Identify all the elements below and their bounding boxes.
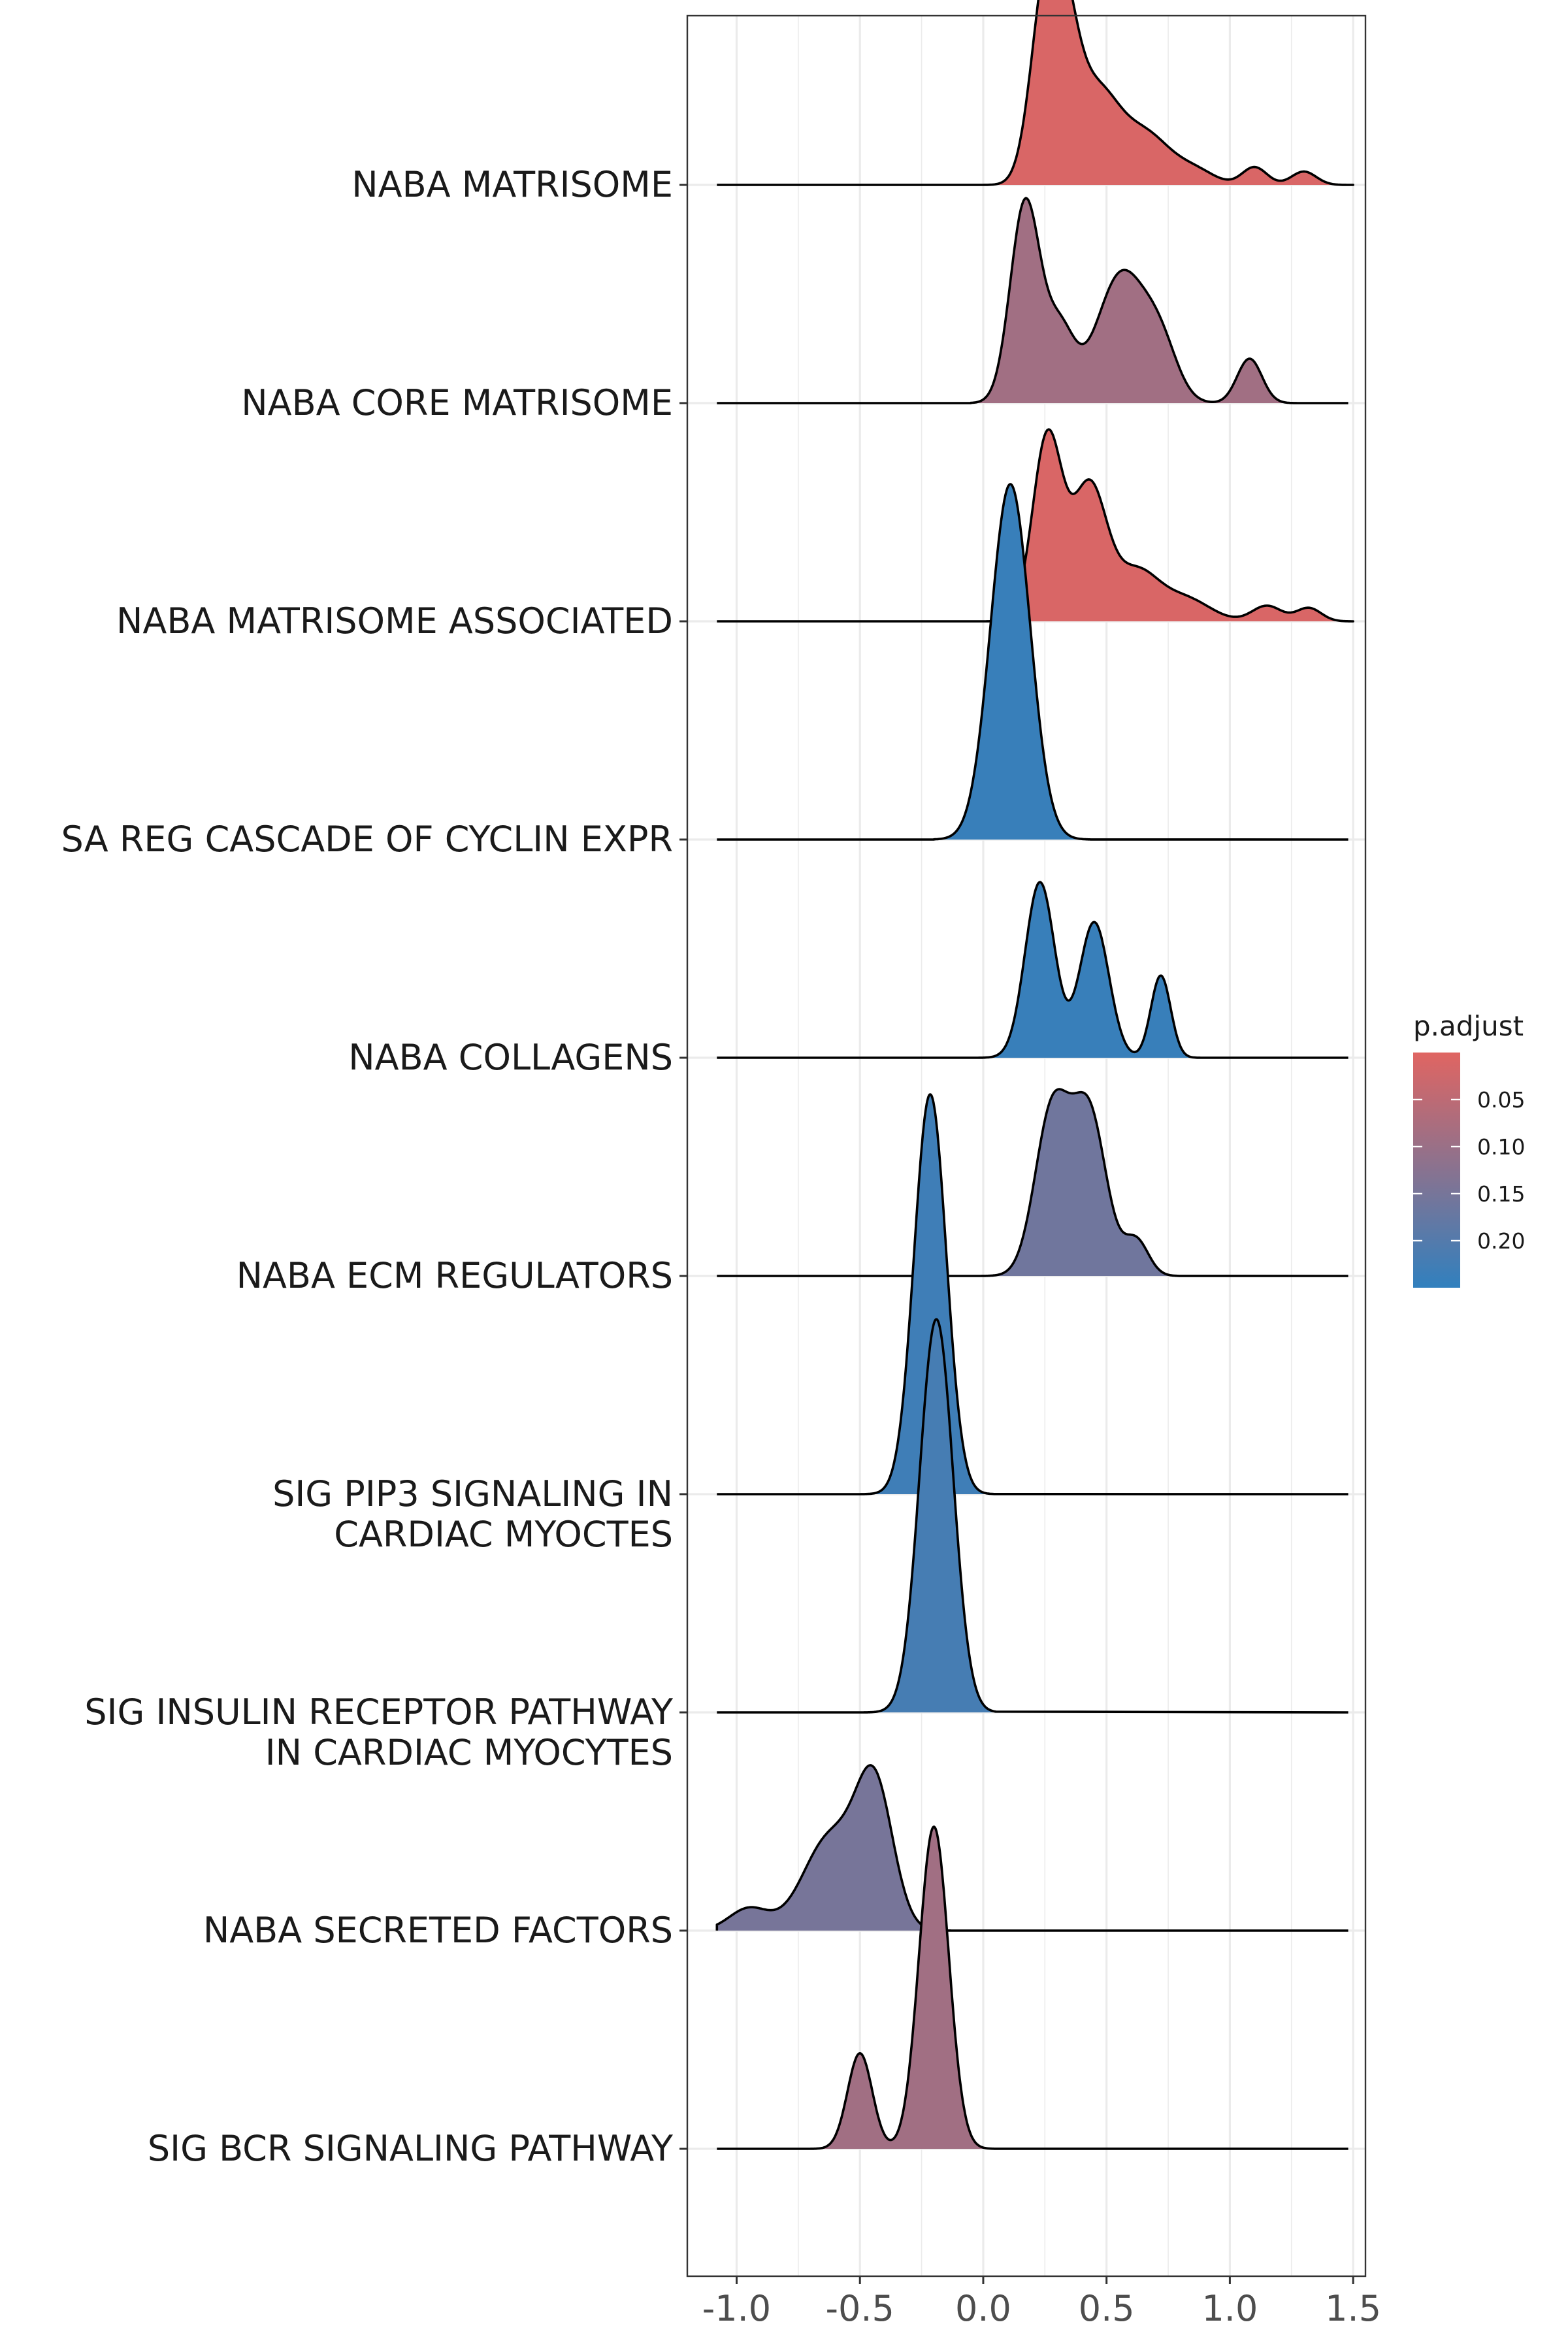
y-tick-label: CARDIAC MYOCTES [334,1514,673,1555]
ridge-fill [958,0,1354,185]
ridge-3 [717,428,1354,623]
x-tick-label: 0.5 [1079,2288,1135,2329]
ridge-outline [717,197,1348,404]
ridge-outline [717,0,1354,186]
x-tick-label: 1.0 [1201,2288,1258,2329]
legend-tick-label: 0.05 [1477,1087,1525,1113]
ridge-4 [717,483,1348,841]
x-tick-label: 1.5 [1325,2288,1381,2329]
ridge-fill [971,198,1304,403]
y-tick-label: SIG BCR SIGNALING PATHWAY [148,2128,674,2169]
y-axis: NABA MATRISOME NABA CORE MATRISOME NABA MA… [61,164,687,2169]
ridge-fill [847,1094,996,1494]
x-axis: -1.0 -0.5 0.0 0.5 1.0 1.5 [702,2276,1381,2329]
y-tick-label: NABA CORE MATRISOME [241,382,673,423]
y-tick-label: NABA MATRISOME ASSOCIATED [116,600,673,642]
x-tick-label: 0.0 [955,2288,1011,2329]
legend-title: p.adjust [1413,1010,1524,1042]
legend-tick-label: 0.20 [1477,1228,1525,1254]
legend-tick-label: 0.10 [1477,1134,1525,1160]
ridge-outline [717,1088,1348,1277]
x-tick-label: -1.0 [702,2288,771,2329]
ridge-fill [934,484,1094,840]
ridge-outline [717,881,1348,1059]
ridge-10 [717,1825,1348,2150]
ridge-5 [717,881,1348,1059]
legend-colorbar [1413,1053,1460,1288]
ridge-2 [717,197,1348,404]
panel-border [686,14,1367,2278]
y-tick-label: NABA SECRETED FACTORS [203,1910,673,1951]
y-tick-label: SIG PIP3 SIGNALING IN [272,1473,673,1514]
ridge-outline [717,428,1354,623]
ridge-fill [717,1765,983,1931]
ridge-fill [971,429,1354,621]
y-tick-label: NABA ECM REGULATORS [237,1255,673,1296]
ridge-fill [860,1319,996,1712]
ridge-1 [717,0,1354,186]
density-ridges [715,0,1354,2150]
y-tick-label: IN CARDIAC MYOCYTES [265,1732,673,1773]
y-tick-label: NABA MATRISOME [351,164,673,205]
ridge-outline [717,1093,1348,1495]
y-tick-label: SIG INSULIN RECEPTOR PATHWAY [84,1691,674,1733]
ridge-outline [717,1825,1348,2150]
y-tick-label: NABA COLLAGENS [348,1037,673,1078]
x-tick-label: -0.5 [826,2288,894,2329]
legend-tick-label: 0.15 [1477,1181,1525,1207]
ridge-fill [971,1089,1181,1276]
ridge-8 [717,1318,1348,1714]
ridge-7 [717,1093,1348,1495]
ridge-fill [971,882,1205,1058]
ridge-9 [715,1764,1348,1932]
y-tick-label: SA REG CASCADE OF CYCLIN EXPR [61,819,673,860]
ridge-6 [717,1088,1348,1277]
ridge-outline [717,1318,1348,1714]
legend: p.adjust 0.05 0.10 0.15 0.20 [1413,1010,1525,1288]
ridge-outline [717,483,1348,841]
